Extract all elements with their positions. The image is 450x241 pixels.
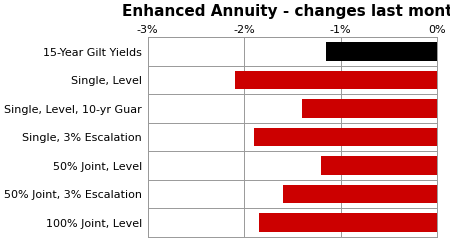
Bar [259, 213, 437, 232]
Bar [254, 128, 437, 146]
Bar [302, 99, 437, 118]
Bar [234, 71, 437, 89]
Bar [326, 42, 437, 61]
Title: Enhanced Annuity - changes last month: Enhanced Annuity - changes last month [122, 4, 450, 19]
Bar [283, 185, 437, 203]
Bar [321, 156, 437, 175]
